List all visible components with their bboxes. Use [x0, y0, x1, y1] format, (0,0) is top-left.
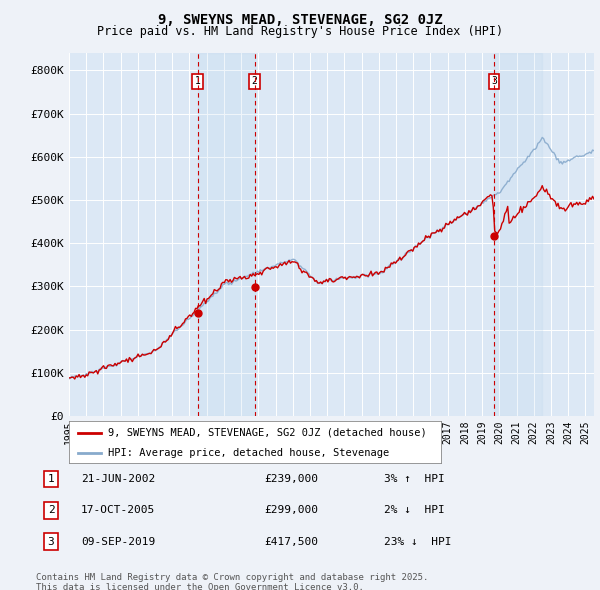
Text: Contains HM Land Registry data © Crown copyright and database right 2025.: Contains HM Land Registry data © Crown c…: [36, 573, 428, 582]
Text: 9, SWEYNS MEAD, STEVENAGE, SG2 0JZ: 9, SWEYNS MEAD, STEVENAGE, SG2 0JZ: [158, 13, 442, 27]
Text: 23% ↓  HPI: 23% ↓ HPI: [384, 536, 452, 546]
Text: Price paid vs. HM Land Registry's House Price Index (HPI): Price paid vs. HM Land Registry's House …: [97, 25, 503, 38]
Text: 3: 3: [491, 76, 497, 86]
Text: 2% ↓  HPI: 2% ↓ HPI: [384, 505, 445, 515]
Text: 17-OCT-2005: 17-OCT-2005: [81, 505, 155, 515]
Text: HPI: Average price, detached house, Stevenage: HPI: Average price, detached house, Stev…: [108, 448, 389, 457]
Bar: [197, 53, 255, 416]
Bar: [494, 53, 542, 416]
Text: £239,000: £239,000: [264, 474, 318, 484]
Text: 3% ↑  HPI: 3% ↑ HPI: [384, 474, 445, 484]
Text: 1: 1: [47, 474, 55, 484]
Text: 2: 2: [252, 76, 257, 86]
Text: 3: 3: [47, 536, 55, 546]
Text: 1: 1: [194, 76, 200, 86]
Text: This data is licensed under the Open Government Licence v3.0.: This data is licensed under the Open Gov…: [36, 583, 364, 590]
Text: £299,000: £299,000: [264, 505, 318, 515]
Text: 9, SWEYNS MEAD, STEVENAGE, SG2 0JZ (detached house): 9, SWEYNS MEAD, STEVENAGE, SG2 0JZ (deta…: [108, 428, 427, 438]
Text: £417,500: £417,500: [264, 536, 318, 546]
Text: 09-SEP-2019: 09-SEP-2019: [81, 536, 155, 546]
Text: 21-JUN-2002: 21-JUN-2002: [81, 474, 155, 484]
Text: 2: 2: [47, 505, 55, 515]
